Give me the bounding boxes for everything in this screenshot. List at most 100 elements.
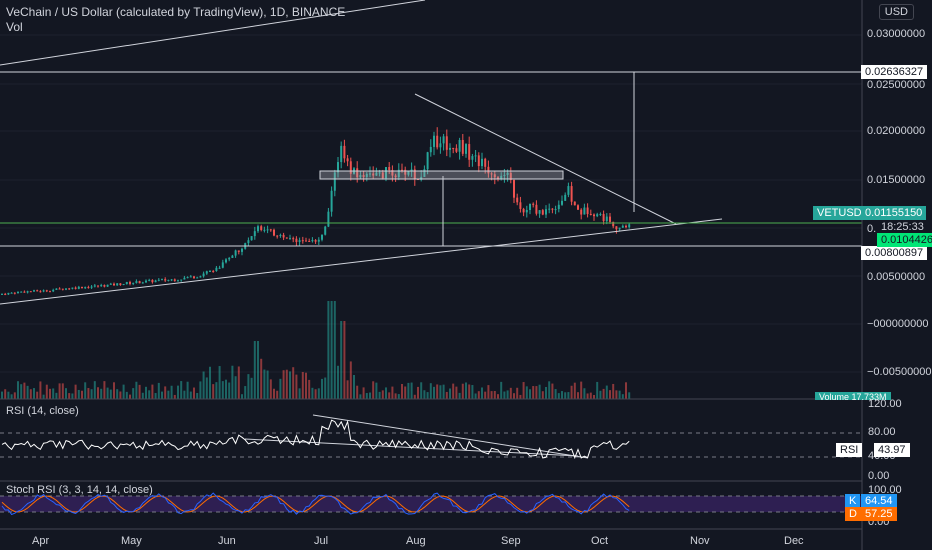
candle-body	[519, 202, 522, 209]
volume-bar	[61, 383, 64, 399]
volume-bar	[586, 393, 589, 399]
candle-body	[1, 293, 3, 295]
volume-bar	[49, 388, 51, 399]
stoch-k-value-tag: 64.54	[861, 494, 897, 508]
candle-body	[538, 210, 541, 214]
candle-body	[285, 237, 288, 239]
green-line-tag: 0.01044264	[877, 233, 932, 247]
volume-bar	[215, 382, 218, 399]
candle-body	[106, 284, 109, 287]
candle-body	[436, 135, 439, 148]
volume-bar	[282, 370, 285, 399]
volume-bar	[148, 390, 151, 399]
candle-body	[388, 167, 391, 171]
volume-bar	[292, 367, 295, 399]
volume-bar	[186, 381, 189, 399]
candle-body	[26, 291, 29, 293]
countdown-tag: 18:25:33	[877, 220, 928, 234]
candle-body	[596, 214, 599, 217]
volume-bar	[541, 391, 544, 399]
price-tick-label: 0.02000000	[867, 125, 926, 137]
candle-body	[493, 174, 496, 178]
volume-bar	[564, 392, 567, 399]
candle-body	[333, 172, 336, 191]
volume-bar	[365, 393, 368, 399]
volume-bar	[161, 391, 163, 399]
volume-bar	[87, 388, 90, 399]
volume-bar	[263, 369, 266, 399]
volume-tag: Volume 17.733M	[815, 392, 891, 400]
volume-bar	[189, 391, 192, 399]
volume-bar	[52, 388, 55, 399]
volume-bar	[481, 387, 483, 399]
candle-body	[337, 162, 339, 173]
rsi-title[interactable]: RSI (14, close)	[6, 405, 79, 417]
volume-bar	[557, 393, 560, 399]
candle-body	[276, 235, 279, 237]
candle-body	[253, 231, 256, 237]
volume-bar	[605, 385, 608, 399]
candle-body	[564, 194, 567, 201]
candle-body	[13, 292, 16, 294]
volume-bar	[260, 358, 263, 399]
volume-bar	[532, 386, 535, 399]
partial-price-label: 0.	[867, 223, 877, 235]
volume-bar	[362, 387, 365, 399]
candle-body	[359, 175, 362, 178]
time-label-oct: Oct	[591, 535, 609, 547]
candle-body	[273, 229, 275, 236]
volume-bar	[525, 386, 528, 399]
candle-body	[225, 259, 227, 263]
volume-bar	[305, 372, 307, 399]
stoch-d-name-tag: D	[845, 507, 861, 521]
volume-bar	[401, 383, 403, 399]
candle-body	[164, 279, 167, 281]
volume-bar	[138, 384, 141, 399]
last-price-tag: 0.01155150	[861, 206, 927, 220]
candle-body	[161, 279, 163, 281]
volume-bar	[426, 392, 429, 399]
volume-bar	[487, 385, 490, 399]
volume-bar	[205, 377, 208, 399]
time-axis[interactable]: Apr May Jun Jul Aug Sep Oct Nov Dec	[0, 530, 862, 550]
candle-body	[394, 175, 397, 178]
volume-bar	[538, 384, 541, 399]
candle-body	[343, 145, 346, 159]
volume-bar	[529, 389, 531, 399]
candle-body	[263, 229, 266, 231]
volume-bar	[164, 386, 167, 399]
candle-body	[545, 209, 547, 215]
candle-body	[119, 283, 122, 286]
volume-bar	[71, 393, 74, 399]
candle-body	[500, 175, 503, 180]
volume-bar	[103, 381, 106, 399]
volume-bar	[177, 385, 179, 399]
candle-body	[385, 167, 387, 179]
volume-bar	[545, 386, 547, 399]
rsi-value-tag: 43.97	[874, 443, 910, 457]
candle-body	[301, 240, 304, 242]
candle-body	[471, 156, 474, 160]
volume-bar	[93, 381, 96, 399]
volume-bar	[247, 374, 250, 399]
time-label-may: May	[121, 535, 142, 547]
stoch-title[interactable]: Stoch RSI (3, 3, 14, 14, close)	[6, 484, 153, 496]
stoch-k-name-tag: K	[845, 494, 861, 508]
currency-button[interactable]: USD	[878, 4, 914, 20]
volume-bars	[1, 301, 631, 399]
volume-bar	[397, 394, 400, 399]
volume-bar	[385, 387, 387, 399]
price-axis[interactable]: 0.03000000 0.02500000 0.02000000 0.01500…	[863, 0, 932, 550]
candle-body	[503, 174, 506, 176]
volume-bar	[356, 385, 359, 399]
candle-body	[103, 285, 106, 287]
candle-body	[615, 226, 618, 230]
candle-body	[621, 225, 624, 228]
candle-body	[321, 234, 323, 240]
candlesticks	[1, 127, 631, 296]
volume-bar	[509, 387, 512, 399]
volume-bar	[423, 390, 426, 399]
volume-bar	[145, 386, 147, 399]
candle-body	[52, 289, 55, 292]
